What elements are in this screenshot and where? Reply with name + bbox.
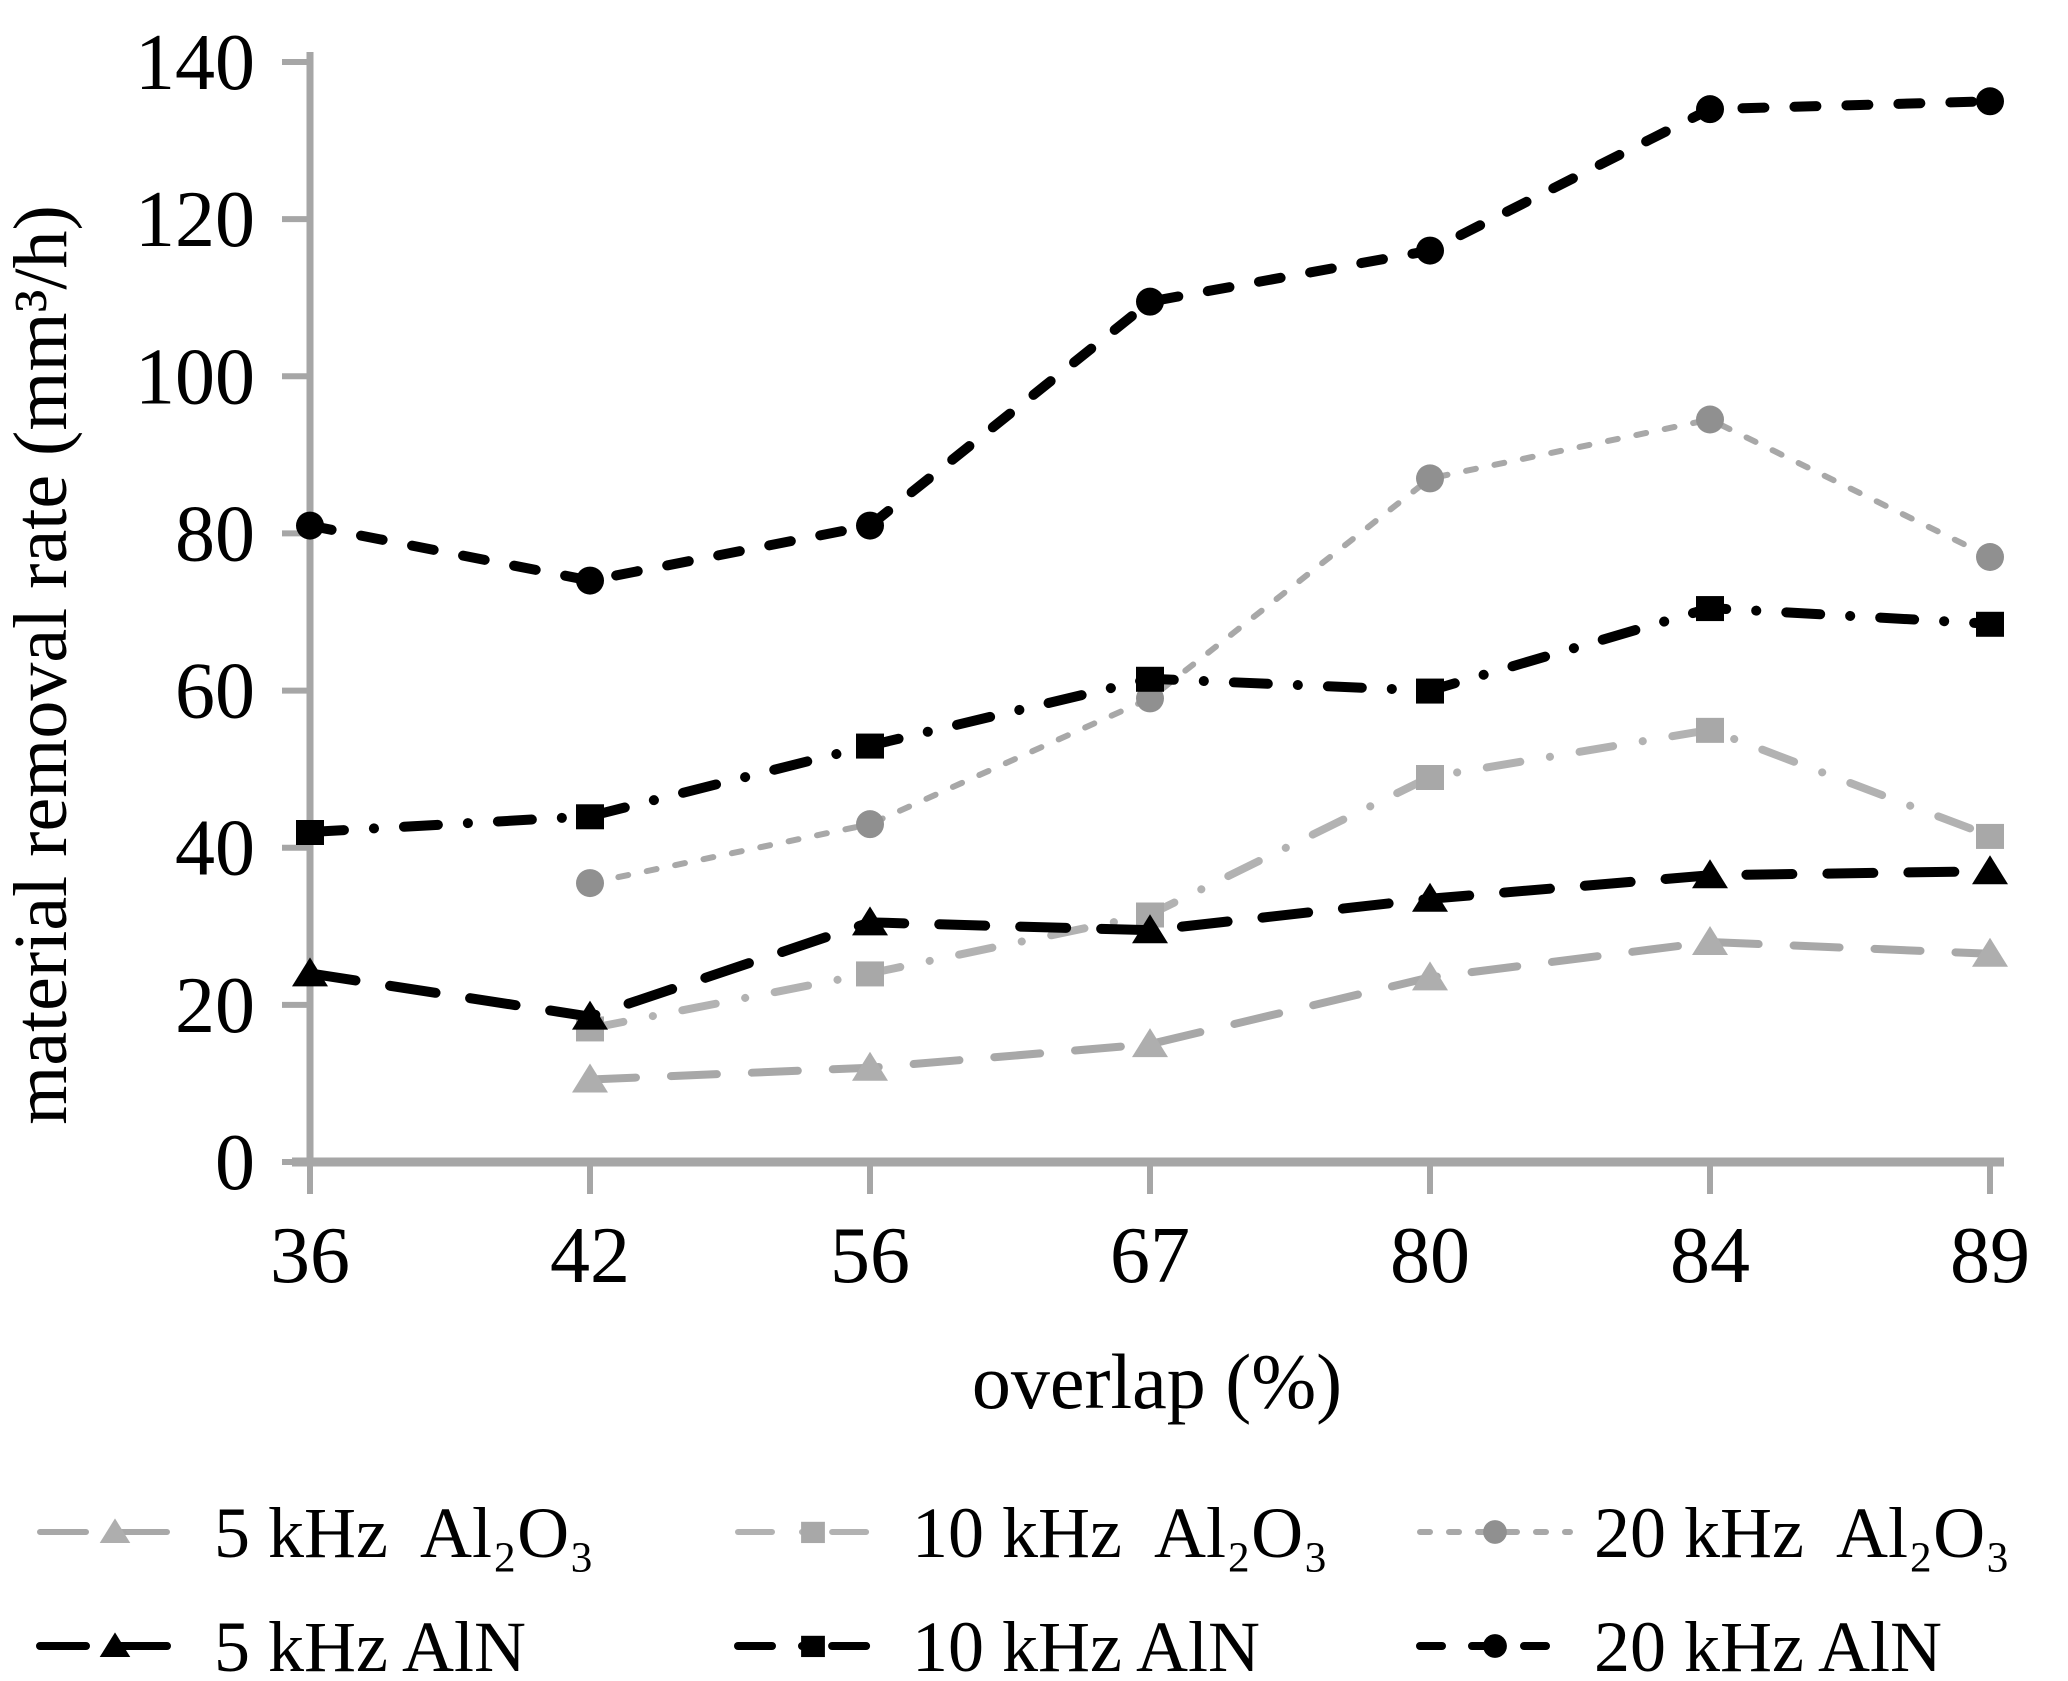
legend-label: 20 kHz AlN: [1594, 1607, 1942, 1681]
circle-marker: [576, 869, 604, 898]
circle-marker: [296, 511, 324, 540]
triangle-marker: [1412, 882, 1448, 912]
x-tick-label: 80: [1390, 1212, 1470, 1300]
series-5-khz-al-o: [572, 926, 2008, 1093]
square-marker: [856, 733, 884, 759]
legend-item-20-khz-al-o: 20 kHz Al₂O₃: [1417, 1493, 2010, 1573]
circle-marker: [1416, 236, 1444, 265]
series-10-khz-aln: [296, 596, 2004, 845]
square-marker: [1976, 823, 2004, 849]
legend-item-10-khz-al-o: 10 kHz Al₂O₃: [735, 1493, 1328, 1573]
series-line: [586, 937, 1994, 1084]
x-tick-label: 56: [830, 1212, 910, 1300]
triangle-marker: [852, 906, 888, 936]
x-axis-title: overlap (%): [972, 1338, 1342, 1425]
y-tick-label: 120: [135, 176, 255, 264]
triangle-marker: [1972, 937, 2008, 967]
legend-label: 10 kHz Al₂O₃: [912, 1493, 1328, 1573]
circle-marker: [1976, 87, 2004, 116]
x-tick-label: 84: [1670, 1212, 1750, 1300]
circle-marker: [1696, 95, 1724, 124]
triangle-marker: [1132, 1028, 1168, 1058]
square-marker: [856, 961, 884, 987]
circle-marker: [856, 511, 884, 540]
square-marker: [296, 820, 324, 845]
series-line: [305, 96, 1995, 586]
x-tick-label: 67: [1110, 1212, 1190, 1300]
square-marker: [801, 1635, 825, 1658]
triangle-marker: [1692, 926, 1728, 955]
series-5-khz-aln: [292, 855, 2008, 1030]
y-tick-label: 100: [135, 333, 255, 421]
y-axis-title: material removal rate (mm³/h): [0, 205, 83, 1125]
circle-marker: [1136, 287, 1164, 316]
triangle-marker: [572, 1063, 608, 1093]
circle-marker: [1976, 543, 2004, 571]
triangle-marker: [99, 1632, 131, 1658]
square-marker: [1696, 717, 1724, 743]
y-tick-label: 40: [175, 805, 255, 893]
circle-marker: [1416, 464, 1444, 493]
legend-item-5-khz-al-o: 5 kHz Al₂O₃: [37, 1493, 594, 1573]
legend-label: 5 kHz Al₂O₃: [214, 1493, 594, 1573]
legend-label: 20 kHz Al₂O₃: [1594, 1493, 2010, 1573]
square-marker: [1976, 611, 2004, 637]
triangle-marker: [1132, 914, 1168, 944]
circle-marker: [1483, 1634, 1507, 1658]
y-tick-label: 60: [175, 648, 255, 736]
axes: 0 20 40 60 80 100 120 140 36 42 56 67 80 84 89: [135, 19, 2030, 1300]
series-20-khz-aln: [296, 87, 2004, 595]
y-tick-label: 20: [175, 962, 255, 1050]
x-tick-label: 36: [270, 1212, 350, 1300]
triangle-marker: [1692, 859, 1728, 889]
triangle-marker: [1972, 855, 2008, 885]
square-marker: [1696, 596, 1724, 622]
y-tick-label: 0: [215, 1119, 255, 1207]
x-tick-label: 42: [550, 1212, 630, 1300]
legend-label: 5 kHz AlN: [214, 1607, 526, 1681]
circle-marker: [856, 810, 884, 839]
legend-item-20-khz-aln: 20 kHz AlN: [1416, 1607, 1942, 1681]
square-marker: [576, 804, 604, 830]
square-marker: [1136, 666, 1164, 692]
circle-marker: [1483, 1520, 1507, 1544]
legend-label: 10 kHz AlN: [912, 1607, 1260, 1681]
circle-marker: [576, 566, 604, 595]
square-marker: [1416, 678, 1444, 704]
series-line: [305, 603, 1995, 837]
circle-marker: [1696, 405, 1724, 434]
square-marker: [1416, 765, 1444, 790]
triangle-marker: [572, 1000, 608, 1030]
series-line: [587, 416, 1993, 887]
legend-item-5-khz-aln: 5 kHz AlN: [36, 1607, 526, 1681]
x-tick-label: 89: [1950, 1212, 2030, 1300]
triangle-marker: [852, 1051, 888, 1081]
triangle-marker: [292, 957, 328, 987]
legend: 5 kHz Al₂O₃ 10 kHz Al₂O₃ 20 kHz Al₂O₃ 5 kHz…: [36, 1493, 2010, 1681]
y-tick-label: 80: [175, 490, 255, 578]
series-20-khz-al-o: [576, 405, 2004, 898]
legend-item-10-khz-aln: 10 kHz AlN: [734, 1607, 1260, 1681]
triangle-marker: [1412, 961, 1448, 991]
triangle-marker: [99, 1518, 131, 1544]
series-lines: [292, 87, 2008, 1093]
y-tick-label: 140: [135, 19, 255, 107]
square-marker: [801, 1521, 825, 1544]
